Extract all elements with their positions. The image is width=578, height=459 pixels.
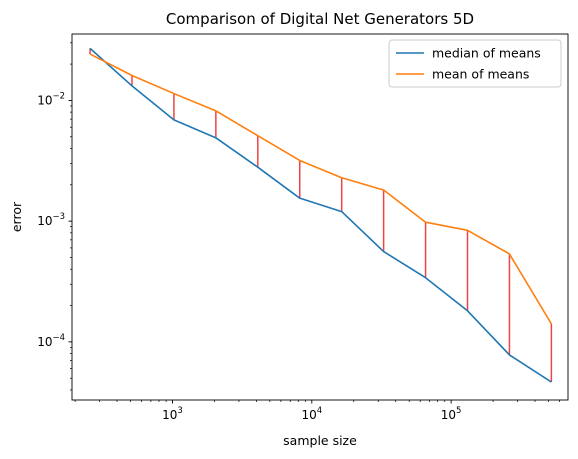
y-tick-label: 10−4 xyxy=(37,333,65,349)
plot-frame xyxy=(71,33,569,401)
x-tick-label: 105 xyxy=(441,406,462,422)
legend-label: mean of means xyxy=(432,67,529,82)
x-tick-label: 104 xyxy=(301,406,322,422)
y-tick-label: 10−3 xyxy=(37,212,65,228)
legend: median of means mean of means xyxy=(388,39,562,88)
legend-box xyxy=(388,39,562,88)
x-axis-label: sample size xyxy=(283,433,357,448)
y-tick-label: 10−2 xyxy=(37,91,65,107)
chart-title: Comparison of Digital Net Generators 5D xyxy=(166,10,474,28)
series-line-mean xyxy=(89,53,553,325)
legend-label: median of means xyxy=(432,46,541,61)
y-axis-label: error xyxy=(9,201,24,232)
plot-area xyxy=(89,47,553,383)
series-line-median xyxy=(89,47,552,383)
x-tick-label: 103 xyxy=(162,406,183,422)
